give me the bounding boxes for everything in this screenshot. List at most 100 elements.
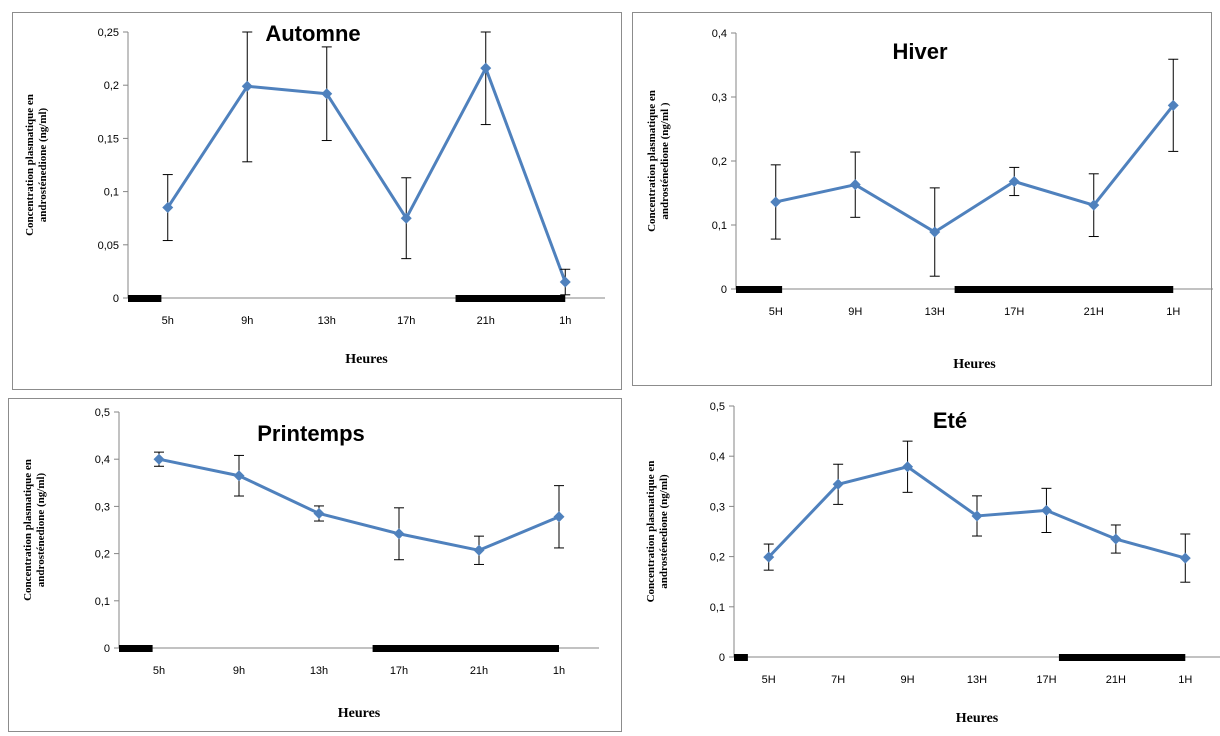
x-tick-label: 9H bbox=[901, 674, 915, 686]
chart-panel-summer: 0 0,1 0,2 0,3 0,4 0,5 5H 7H 9H 13H 17H 21H 1H Eté Heur… bbox=[632, 394, 1220, 736]
data-point bbox=[554, 511, 565, 522]
x-tick-label: 9h bbox=[241, 315, 253, 327]
data-point bbox=[154, 454, 165, 465]
x-tick-label: 1h bbox=[559, 315, 571, 327]
y-axis-label: Concentration plasmatique enandrosténedi… bbox=[645, 461, 670, 603]
y-tick-label: 0,1 bbox=[104, 187, 119, 199]
chart-winter: 0 0,1 0,2 0,3 0,4 5H 9H 13H 17H 21H 1H Hiver Heures C… bbox=[633, 13, 1213, 387]
x-tick-label: 13H bbox=[925, 306, 945, 318]
x-tick-label: 1H bbox=[1166, 306, 1180, 318]
y-axis-label-text: Concentration plasmatique enandrosténedi… bbox=[22, 459, 47, 601]
dark-period-bar bbox=[456, 295, 566, 302]
chart-title: Printemps bbox=[257, 421, 365, 446]
x-tick-label: 21h bbox=[477, 315, 495, 327]
y-tick-label: 0 bbox=[113, 293, 119, 305]
y-axis-label: Concentration plasmatique enandrosténedi… bbox=[646, 90, 671, 232]
x-tick-label: 1H bbox=[1178, 674, 1192, 686]
y-tick-label: 0,1 bbox=[710, 602, 725, 614]
dark-period-bar bbox=[955, 286, 1174, 293]
y-tick-label: 0,2 bbox=[710, 552, 725, 564]
x-tick-label: 7H bbox=[831, 674, 845, 686]
x-tick-label: 1h bbox=[553, 665, 565, 677]
data-point bbox=[770, 196, 781, 207]
chart-summer: 0 0,1 0,2 0,3 0,4 0,5 5H 7H 9H 13H 17H 21H 1H Eté Heur… bbox=[632, 394, 1220, 736]
y-tick-label: 0,1 bbox=[95, 596, 110, 608]
y-tick-label: 0,25 bbox=[98, 27, 119, 39]
data-point bbox=[234, 470, 245, 481]
y-tick-label: 0,3 bbox=[95, 501, 110, 513]
y-axis-label-line-1: Concentration plasmatique en bbox=[645, 461, 657, 603]
x-axis-label: Heures bbox=[956, 711, 999, 726]
x-tick-label: 5h bbox=[162, 315, 174, 327]
y-tick-label: 0,3 bbox=[712, 92, 727, 104]
y-tick-label: 0 bbox=[719, 652, 725, 664]
x-tick-label: 13H bbox=[967, 674, 987, 686]
chart-panel-winter: 0 0,1 0,2 0,3 0,4 5H 9H 13H 17H 21H 1H Hiver Heures C… bbox=[632, 12, 1212, 386]
dark-period-bar bbox=[128, 295, 161, 302]
dark-period-bar bbox=[119, 645, 153, 652]
y-axis-label-line-2: androsténedione (ng/ml) bbox=[35, 472, 47, 587]
y-tick-label: 0,05 bbox=[98, 240, 119, 252]
x-tick-label: 9h bbox=[233, 665, 245, 677]
dark-period-bar bbox=[736, 286, 782, 293]
series-line bbox=[168, 68, 566, 282]
x-axis-label: Heures bbox=[338, 706, 381, 721]
x-tick-label: 5H bbox=[762, 674, 776, 686]
chart-title: Hiver bbox=[892, 39, 947, 64]
y-tick-label: 0,15 bbox=[98, 133, 119, 145]
y-axis-label-line-2: androsténedione (ng/ml) bbox=[37, 107, 49, 222]
data-point bbox=[560, 277, 571, 288]
series-line bbox=[776, 105, 1174, 232]
chart-panel-autumn: 0 0,05 0,1 0,15 0,2 0,25 5h 9h 13h 17h 21h 1h Automn… bbox=[12, 12, 622, 390]
y-tick-label: 0,4 bbox=[712, 28, 727, 40]
y-axis-label-line-1: Concentration plasmatique en bbox=[646, 90, 658, 232]
y-tick-label: 0,4 bbox=[95, 454, 110, 466]
x-tick-label: 17H bbox=[1036, 674, 1056, 686]
chart-spring: 00,10,20,30,40,55h 9h 13h 17h 21h 1hPrintemps… bbox=[9, 399, 623, 733]
x-tick-label: 5h bbox=[153, 665, 165, 677]
y-axis-label-text: Concentration plasmatique enandrosténedi… bbox=[645, 461, 670, 603]
chart-title: Automne bbox=[265, 21, 360, 46]
data-point bbox=[394, 528, 405, 539]
x-tick-label: 17H bbox=[1004, 306, 1024, 318]
data-point bbox=[480, 63, 491, 74]
x-tick-label: 13h bbox=[310, 665, 328, 677]
y-tick-label: 0,2 bbox=[104, 80, 119, 92]
data-point bbox=[1110, 534, 1121, 545]
y-tick-label: 0,1 bbox=[712, 220, 727, 232]
x-tick-label: 5H bbox=[769, 306, 783, 318]
y-tick-label: 0,4 bbox=[710, 451, 725, 463]
data-point bbox=[474, 545, 485, 556]
y-axis-label-line-1: Concentration plasmatique en bbox=[22, 459, 34, 601]
y-tick-label: 0,2 bbox=[712, 156, 727, 168]
y-axis-label-text: Concentration plasmatique enandrosténedi… bbox=[24, 94, 49, 236]
y-axis-label-text: Concentration plasmatique enandrosténedi… bbox=[646, 90, 671, 232]
chart-title: Eté bbox=[933, 408, 967, 433]
chart-panel-spring: 0 0,1 0,2 0,3 0,4 0,5 5h 9h 13h 17h 21h 1h Printemps… bbox=[8, 398, 622, 732]
chart-autumn: 0 0,05 0,1 0,15 0,2 0,25 5h 9h 13h 17h 21h 1h Automn… bbox=[13, 13, 623, 391]
x-axis-label: Heures bbox=[953, 357, 996, 372]
data-point bbox=[314, 508, 325, 519]
data-point bbox=[1041, 505, 1052, 516]
y-tick-label: 0,2 bbox=[95, 549, 110, 561]
x-tick-label: 9H bbox=[848, 306, 862, 318]
y-axis-label-line-1: Concentration plasmatique en bbox=[24, 94, 36, 236]
x-axis-label: Heures bbox=[345, 352, 388, 367]
x-tick-label: 17h bbox=[390, 665, 408, 677]
y-axis-label-line-2: androsténedione (ng/ml ) bbox=[659, 102, 671, 219]
x-tick-label: 13h bbox=[318, 315, 336, 327]
x-tick-label: 21h bbox=[470, 665, 488, 677]
y-tick-label: 0,5 bbox=[95, 407, 110, 419]
x-tick-label: 21H bbox=[1084, 306, 1104, 318]
series-line bbox=[159, 459, 559, 550]
y-axis-label-line-2: androsténedione (ng/ml) bbox=[658, 474, 670, 589]
dark-period-bar bbox=[373, 645, 559, 652]
y-tick-label: 0,5 bbox=[710, 401, 725, 413]
data-point bbox=[1180, 553, 1191, 564]
y-tick-label: 0 bbox=[721, 284, 727, 296]
x-tick-label: 21H bbox=[1106, 674, 1126, 686]
dark-period-bar bbox=[1059, 654, 1185, 661]
y-axis-label: Concentration plasmatique enandrosténedi… bbox=[24, 94, 49, 236]
dark-period-bar bbox=[734, 654, 748, 661]
x-tick-label: 17h bbox=[397, 315, 415, 327]
